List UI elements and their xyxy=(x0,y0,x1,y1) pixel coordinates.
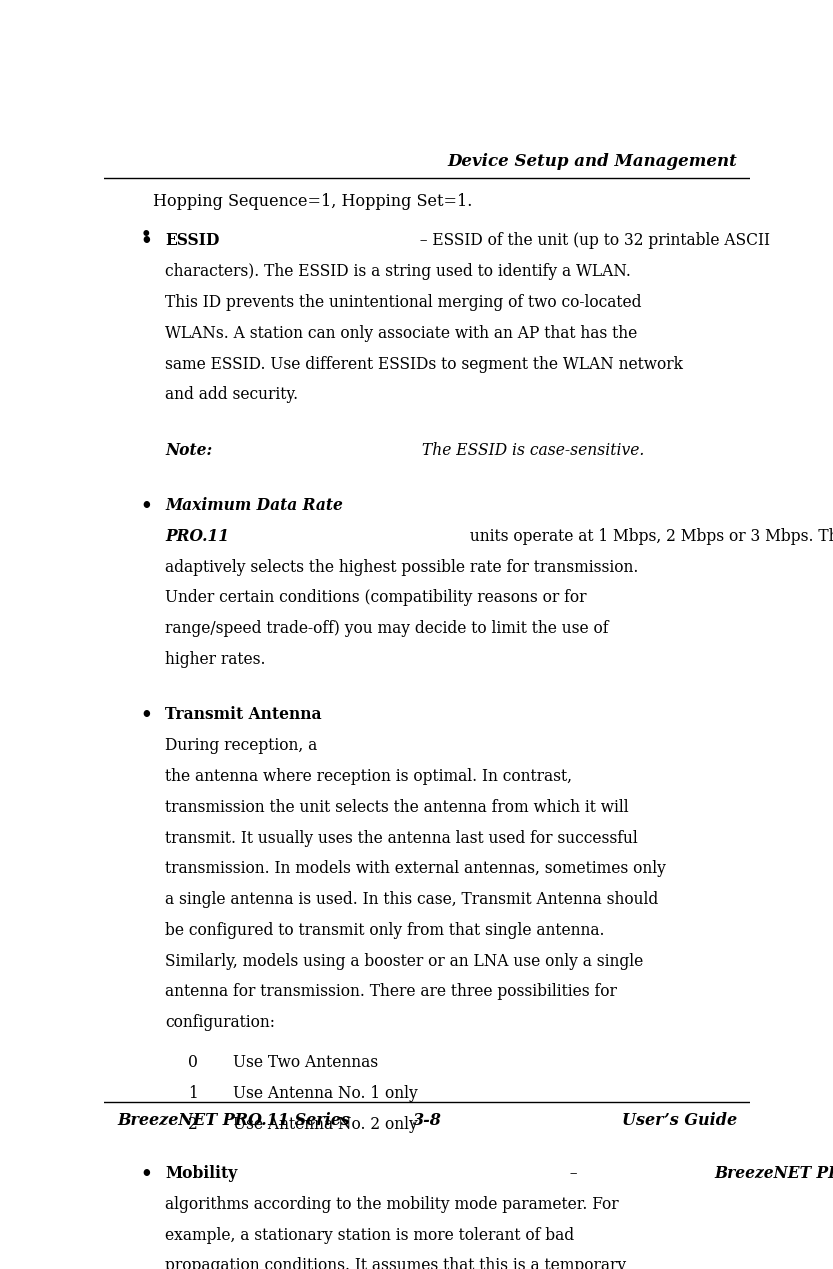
Text: Maximum Data Rate: Maximum Data Rate xyxy=(166,497,343,514)
Text: propagation conditions. It assumes that this is a temporary: propagation conditions. It assumes that … xyxy=(166,1258,626,1269)
Text: range/speed trade-off) you may decide to limit the use of: range/speed trade-off) you may decide to… xyxy=(166,621,609,637)
Text: 1: 1 xyxy=(188,1085,197,1101)
Text: •: • xyxy=(140,232,152,250)
Text: Mobility: Mobility xyxy=(166,1165,237,1181)
Text: 0: 0 xyxy=(188,1055,198,1071)
Text: Transmit Antenna: Transmit Antenna xyxy=(166,707,322,723)
Text: •: • xyxy=(140,1165,152,1183)
Text: Use Antenna No. 1 only: Use Antenna No. 1 only xyxy=(233,1085,418,1101)
Text: PRO.11: PRO.11 xyxy=(166,528,229,544)
Text: BreezeNET PRO.11 Series: BreezeNET PRO.11 Series xyxy=(117,1112,350,1129)
Text: a single antenna is used. In this case, Transmit Antenna should: a single antenna is used. In this case, … xyxy=(166,891,659,909)
Text: BreezeNET PRO.11: BreezeNET PRO.11 xyxy=(714,1165,833,1181)
Text: 3-8: 3-8 xyxy=(412,1112,441,1129)
Text: Device Setup and Management: Device Setup and Management xyxy=(447,152,736,170)
Text: Similarly, models using a booster or an LNA use only a single: Similarly, models using a booster or an … xyxy=(166,953,644,970)
Text: •: • xyxy=(141,226,152,242)
Text: –: – xyxy=(565,1165,582,1181)
Text: •: • xyxy=(140,497,152,515)
Text: Use Antenna No. 2 only: Use Antenna No. 2 only xyxy=(233,1115,418,1133)
Text: same ESSID. Use different ESSIDs to segment the WLAN network: same ESSID. Use different ESSIDs to segm… xyxy=(166,355,683,373)
Text: transmit. It usually uses the antenna last used for successful: transmit. It usually uses the antenna la… xyxy=(166,830,638,846)
Text: configuration:: configuration: xyxy=(166,1014,276,1032)
Text: algorithms according to the mobility mode parameter. For: algorithms according to the mobility mod… xyxy=(166,1195,619,1213)
Text: Use Two Antennas: Use Two Antennas xyxy=(233,1055,378,1071)
Text: units operate at 1 Mbps, 2 Mbps or 3 Mbps. The unit: units operate at 1 Mbps, 2 Mbps or 3 Mbp… xyxy=(465,528,833,544)
Text: Hopping Sequence=1, Hopping Set=1.: Hopping Sequence=1, Hopping Set=1. xyxy=(152,193,472,211)
Text: adaptively selects the highest possible rate for transmission.: adaptively selects the highest possible … xyxy=(166,558,639,576)
Text: Under certain conditions (compatibility reasons or for: Under certain conditions (compatibility … xyxy=(166,589,587,607)
Text: User’s Guide: User’s Guide xyxy=(621,1112,736,1129)
Text: This ID prevents the unintentional merging of two co-located: This ID prevents the unintentional mergi… xyxy=(166,294,642,311)
Text: ESSID: ESSID xyxy=(166,232,220,250)
Text: 2: 2 xyxy=(188,1115,197,1133)
Text: characters). The ESSID is a string used to identify a WLAN.: characters). The ESSID is a string used … xyxy=(166,263,631,280)
Text: the antenna where reception is optimal. In contrast,: the antenna where reception is optimal. … xyxy=(166,768,577,786)
Text: – ESSID of the unit (up to 32 printable ASCII: – ESSID of the unit (up to 32 printable … xyxy=(415,232,770,250)
Text: During reception, a: During reception, a xyxy=(166,737,322,754)
Text: higher rates.: higher rates. xyxy=(166,651,266,667)
Text: WLANs. A station can only associate with an AP that has the: WLANs. A station can only associate with… xyxy=(166,325,638,341)
Text: •: • xyxy=(140,707,152,725)
Text: Note:: Note: xyxy=(166,442,212,458)
Text: The ESSID is case-sensitive.: The ESSID is case-sensitive. xyxy=(416,442,644,458)
Text: example, a stationary station is more tolerant of bad: example, a stationary station is more to… xyxy=(166,1227,575,1244)
Text: and add security.: and add security. xyxy=(166,386,298,404)
Text: transmission the unit selects the antenna from which it will: transmission the unit selects the antenn… xyxy=(166,798,629,816)
Text: be configured to transmit only from that single antenna.: be configured to transmit only from that… xyxy=(166,921,605,939)
Text: transmission. In models with external antennas, sometimes only: transmission. In models with external an… xyxy=(166,860,666,877)
Text: antenna for transmission. There are three possibilities for: antenna for transmission. There are thre… xyxy=(166,983,617,1000)
